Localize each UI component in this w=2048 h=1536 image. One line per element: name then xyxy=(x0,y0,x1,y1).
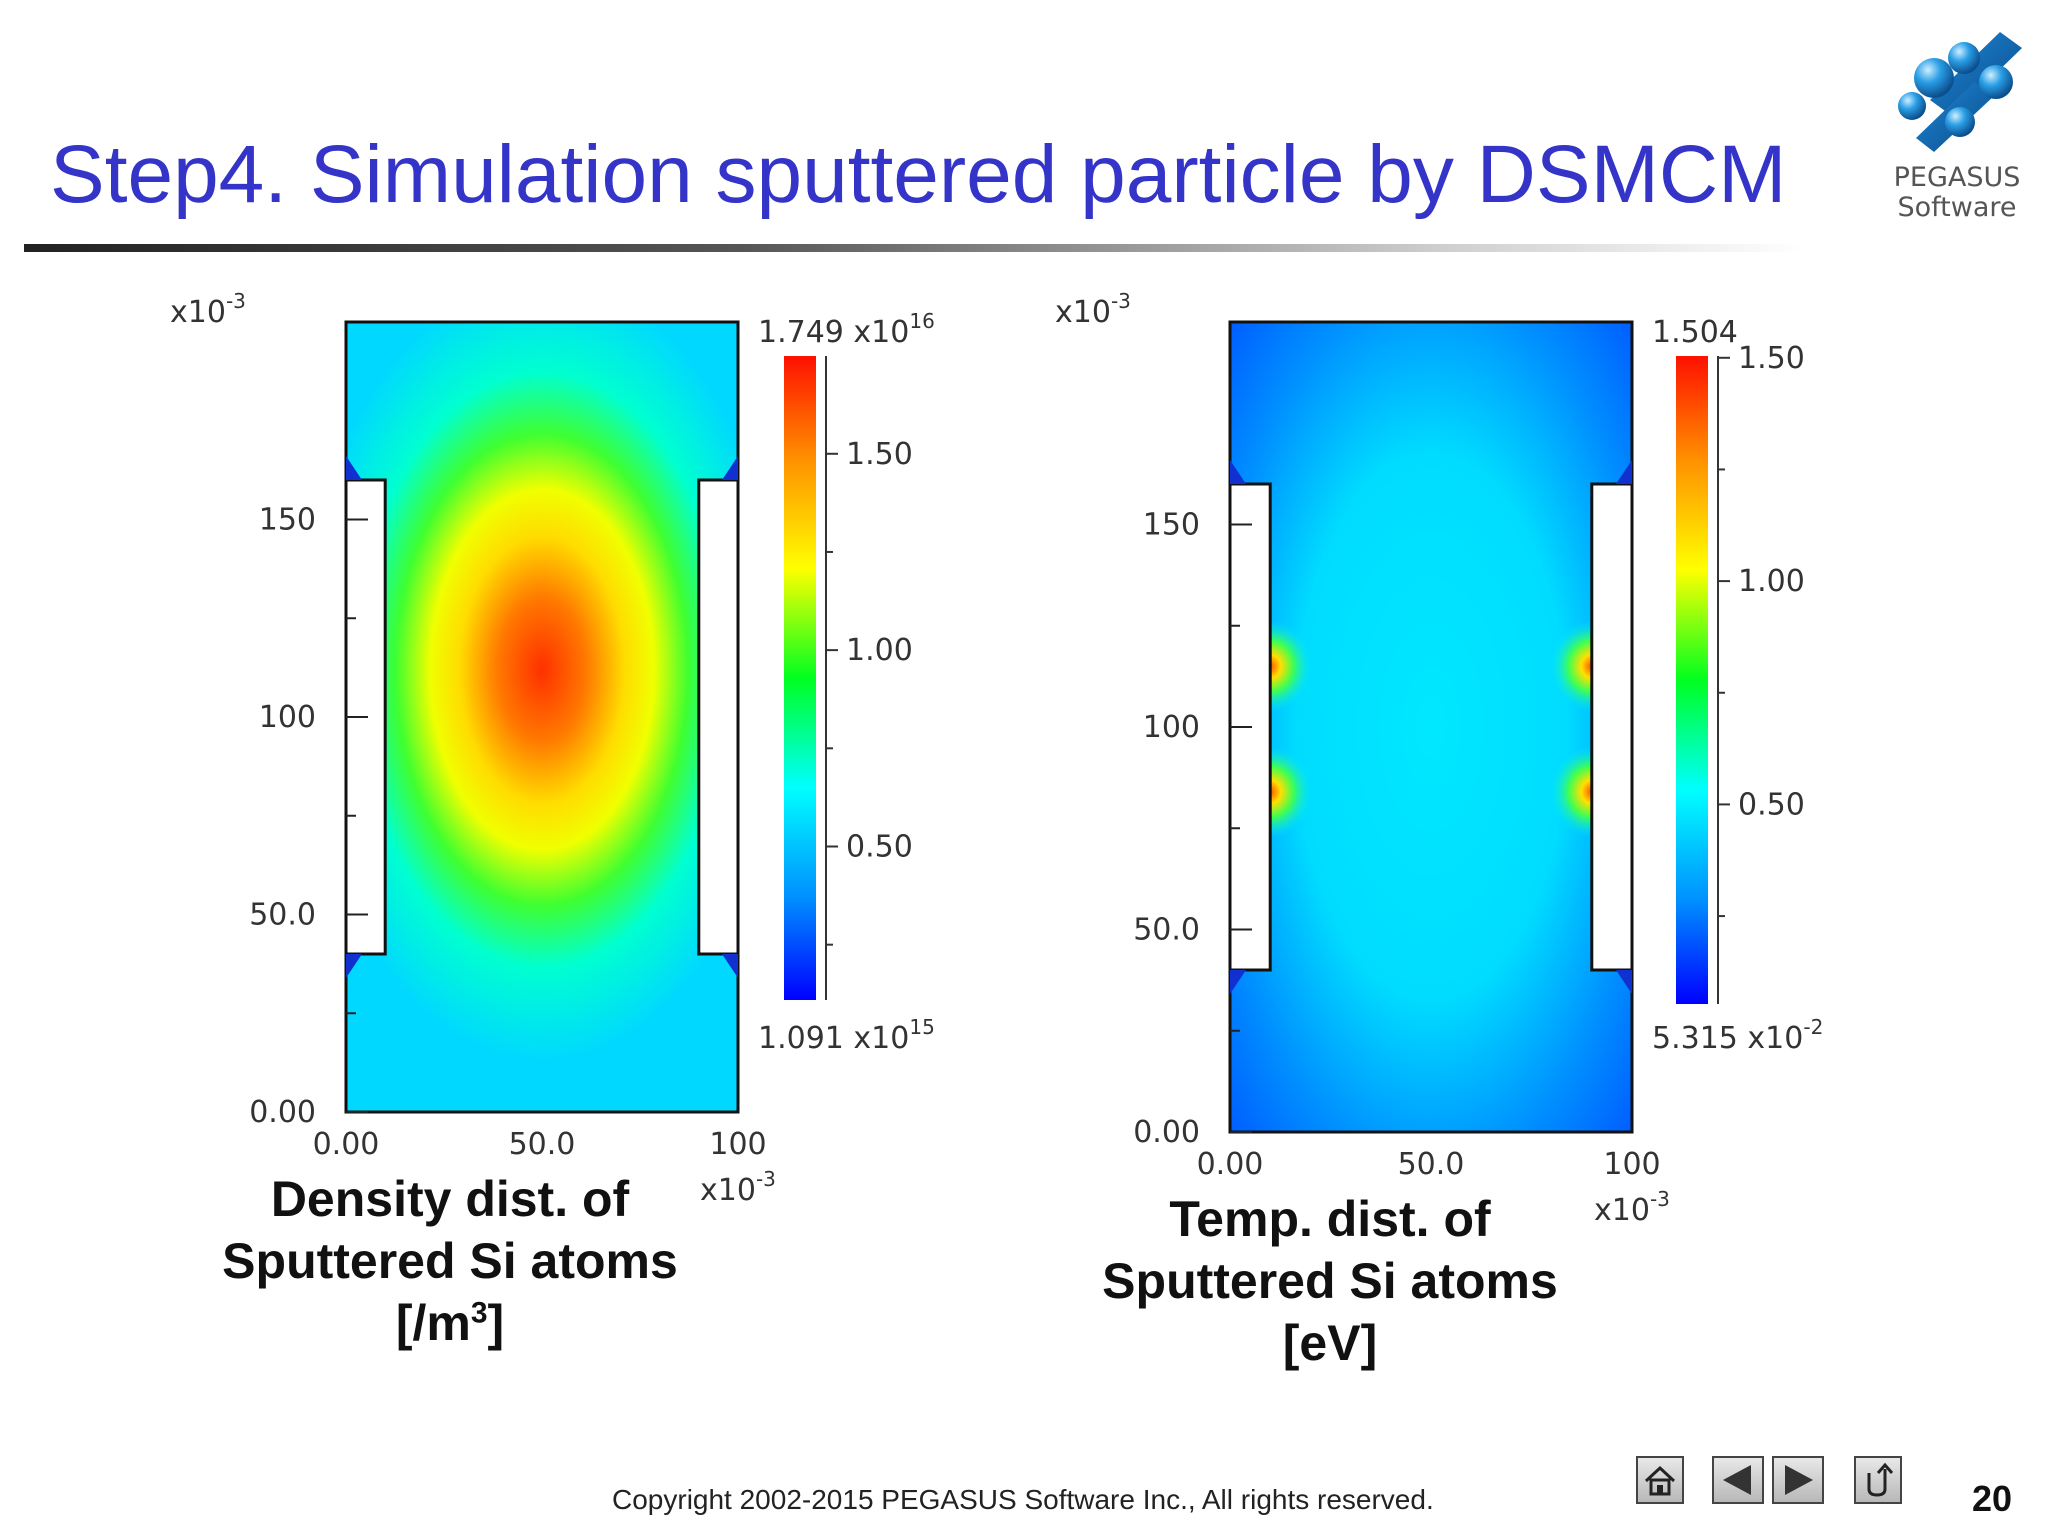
density-electrode-corner xyxy=(346,954,362,978)
density-x-tick-label: 50.0 xyxy=(509,1127,576,1162)
temperature-colorbar-tick-label: 1.50 xyxy=(1738,341,1805,376)
density-colorbar-tick-label: 1.50 xyxy=(846,437,913,472)
temperature-x-tick-label: 100 xyxy=(1603,1147,1660,1182)
previous-arrow-icon xyxy=(1723,1465,1751,1495)
home-icon xyxy=(1644,1465,1676,1496)
density-caption: Density dist. of Sputtered Si atoms [/m3… xyxy=(180,1168,720,1354)
pegasus-spheres-logo-icon xyxy=(1898,32,2022,152)
density-x-tick-label: 0.00 xyxy=(313,1127,380,1162)
density-colorbar-min-label: 1.091 x1015 xyxy=(758,1015,935,1056)
temperature-x-tick-label: 0.00 xyxy=(1197,1147,1264,1182)
density-electrode-corner xyxy=(722,954,738,978)
temperature-y-tick-label: 0.00 xyxy=(1133,1115,1200,1150)
temperature-electrode-corner xyxy=(1230,970,1246,994)
temperature-y-tick-label: 100 xyxy=(1143,710,1200,745)
next-slide-button[interactable] xyxy=(1772,1456,1824,1504)
density-caption-unit: [/m3] xyxy=(395,1295,505,1351)
density-colorbar-tick-label: 0.50 xyxy=(846,829,913,864)
temperature-caption-unit: [eV] xyxy=(1282,1315,1378,1371)
density-colorbar-gradient xyxy=(784,356,816,1000)
logo-text-line2: Software xyxy=(1897,192,2017,223)
logo-text-line1: PEGASUS xyxy=(1893,162,2021,193)
temperature-electrode xyxy=(1590,482,1634,972)
density-electrode xyxy=(697,478,740,956)
page-number: 20 xyxy=(1972,1478,2013,1519)
temperature-plot-area: 0.00 50.0 100 150 0.00 50.0 100 xyxy=(1133,320,1661,1182)
density-colorbar-max-label: 1.749 x1016 xyxy=(758,309,935,350)
density-y-tick-label: 0.00 xyxy=(249,1095,316,1130)
temperature-colorbar-gradient xyxy=(1676,356,1708,1004)
density-x-tick-label: 100 xyxy=(709,1127,766,1162)
density-caption-line2: Sputtered Si atoms xyxy=(222,1233,678,1289)
temperature-electrode-corner xyxy=(1616,970,1632,994)
temperature-colorbar-tick-label: 1.00 xyxy=(1738,564,1805,599)
next-arrow-icon xyxy=(1785,1465,1813,1495)
density-y-tick-label: 50.0 xyxy=(249,898,316,933)
home-button[interactable] xyxy=(1636,1456,1684,1504)
pegasus-logo: PEGASUS Software xyxy=(1882,20,2032,230)
density-y-tick-label: 150 xyxy=(259,503,316,538)
temperature-caption-line1: Temp. dist. of xyxy=(1169,1191,1491,1247)
copyright-text: Copyright 2002-2015 PEGASUS Software Inc… xyxy=(612,1484,1434,1515)
density-caption-line1: Density dist. of xyxy=(270,1171,630,1227)
temperature-colorbar: 1.50 1.00 0.50 1.504 5.315 x10-2 xyxy=(1652,315,1823,1056)
density-colorbar: 1.50 1.00 0.50 1.749 x1016 1.091 x1015 xyxy=(758,309,935,1056)
temperature-y-scale-label: x10-3 xyxy=(1055,289,1131,330)
temperature-y-tick-label: 50.0 xyxy=(1133,913,1200,948)
density-electrode-corner xyxy=(722,456,738,480)
temperature-electrode-corner xyxy=(1616,460,1632,484)
slide-title: Step4. Simulation sputtered particle by … xyxy=(50,129,1787,220)
temperature-y-tick-label: 150 xyxy=(1143,508,1200,543)
density-x-scale-label: x10-3 xyxy=(700,1167,776,1208)
density-electrode-corner xyxy=(346,456,362,480)
density-y-tick-label: 100 xyxy=(259,700,316,735)
return-icon xyxy=(1867,1462,1894,1497)
title-underline xyxy=(24,244,1804,252)
density-y-scale-label: x10-3 xyxy=(170,289,246,330)
density-colorbar-tick-label: 1.00 xyxy=(846,633,913,668)
temperature-caption-line2: Sputtered Si atoms xyxy=(1102,1253,1558,1309)
temperature-caption: Temp. dist. of Sputtered Si atoms [eV] xyxy=(1060,1188,1600,1374)
temperature-electrode-corner xyxy=(1230,460,1246,484)
temperature-x-tick-label: 50.0 xyxy=(1398,1147,1465,1182)
temperature-colorbar-tick-label: 0.50 xyxy=(1738,787,1805,822)
density-plot-area: 0.00 50.0 100 150 0.00 50.0 100 xyxy=(249,320,767,1162)
temperature-colorbar-min-label: 5.315 x10-2 xyxy=(1652,1015,1823,1056)
return-button[interactable] xyxy=(1854,1456,1902,1504)
temperature-x-scale-label: x10-3 xyxy=(1594,1187,1670,1228)
temperature-field xyxy=(1228,320,1634,1134)
temperature-colorbar-max-label: 1.504 xyxy=(1652,315,1738,350)
previous-slide-button[interactable] xyxy=(1712,1456,1764,1504)
